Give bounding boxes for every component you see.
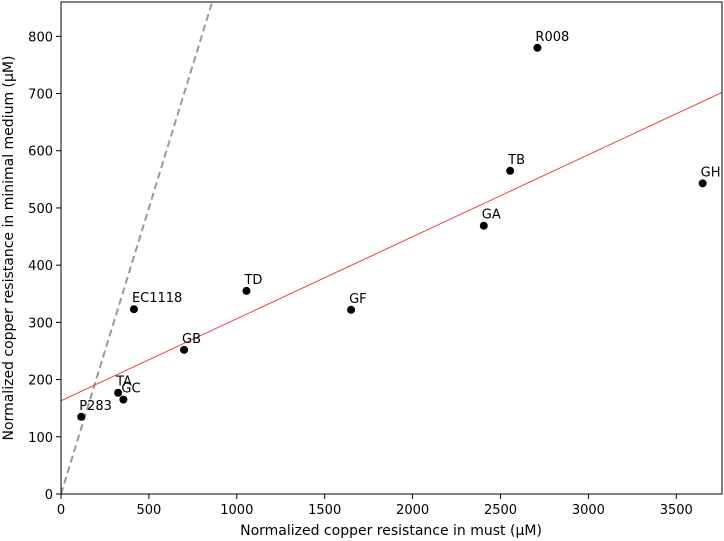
data-point-label: P283 bbox=[79, 399, 112, 414]
y-tick-label: 700 bbox=[28, 88, 53, 103]
y-tick-label: 500 bbox=[28, 202, 53, 217]
x-tick-label: 2000 bbox=[396, 503, 429, 518]
data-point-label: TB bbox=[507, 153, 525, 168]
y-tick-label: 800 bbox=[28, 30, 53, 45]
data-point bbox=[242, 286, 251, 295]
data-point-label: GB bbox=[182, 332, 201, 347]
data-point bbox=[506, 166, 515, 175]
data-point-label: GA bbox=[482, 208, 501, 223]
data-point bbox=[114, 388, 123, 397]
data-point-label: GH bbox=[701, 165, 721, 180]
data-point-label: TA bbox=[115, 375, 132, 390]
data-point bbox=[77, 412, 86, 421]
y-tick-label: 600 bbox=[28, 145, 53, 160]
data-point bbox=[479, 221, 488, 230]
x-tick-label: 500 bbox=[136, 503, 161, 518]
data-point bbox=[180, 345, 189, 354]
data-point bbox=[347, 305, 356, 314]
data-point-label: R008 bbox=[535, 30, 569, 45]
x-tick-label: 1000 bbox=[220, 503, 253, 518]
x-axis-ticks: 0 500 1000 1500 2000 2500 3000 3500 bbox=[57, 494, 693, 518]
data-point-label: GF bbox=[349, 292, 367, 307]
x-tick-label: 3500 bbox=[660, 503, 693, 518]
data-point bbox=[129, 305, 138, 314]
x-tick-label: 1500 bbox=[308, 503, 341, 518]
y-axis-ticks: 0 100 200 300 400 500 600 700 800 bbox=[28, 30, 61, 503]
data-point bbox=[698, 179, 707, 188]
x-tick-label: 3000 bbox=[572, 503, 605, 518]
y-tick-label: 100 bbox=[28, 431, 53, 446]
axes-frame bbox=[60, 1, 723, 495]
y-tick-label: 400 bbox=[28, 259, 53, 274]
x-tick-label: 0 bbox=[57, 503, 65, 518]
data-point-label: TD bbox=[243, 273, 262, 288]
y-tick-label: 200 bbox=[28, 374, 53, 389]
data-point bbox=[533, 43, 542, 52]
reference-line bbox=[61, 2, 214, 494]
x-axis-label: Normalized copper resistance in must (µM… bbox=[240, 523, 542, 539]
x-tick-label: 2500 bbox=[484, 503, 517, 518]
data-point-label: GC bbox=[121, 382, 140, 397]
y-tick-label: 0 bbox=[45, 488, 53, 503]
data-point bbox=[119, 395, 128, 404]
fit-line bbox=[61, 91, 722, 402]
y-axis-label: Normalized copper resistance in minimal … bbox=[1, 56, 17, 441]
data-point-label: EC1118 bbox=[132, 291, 182, 306]
y-tick-label: 300 bbox=[28, 316, 53, 331]
